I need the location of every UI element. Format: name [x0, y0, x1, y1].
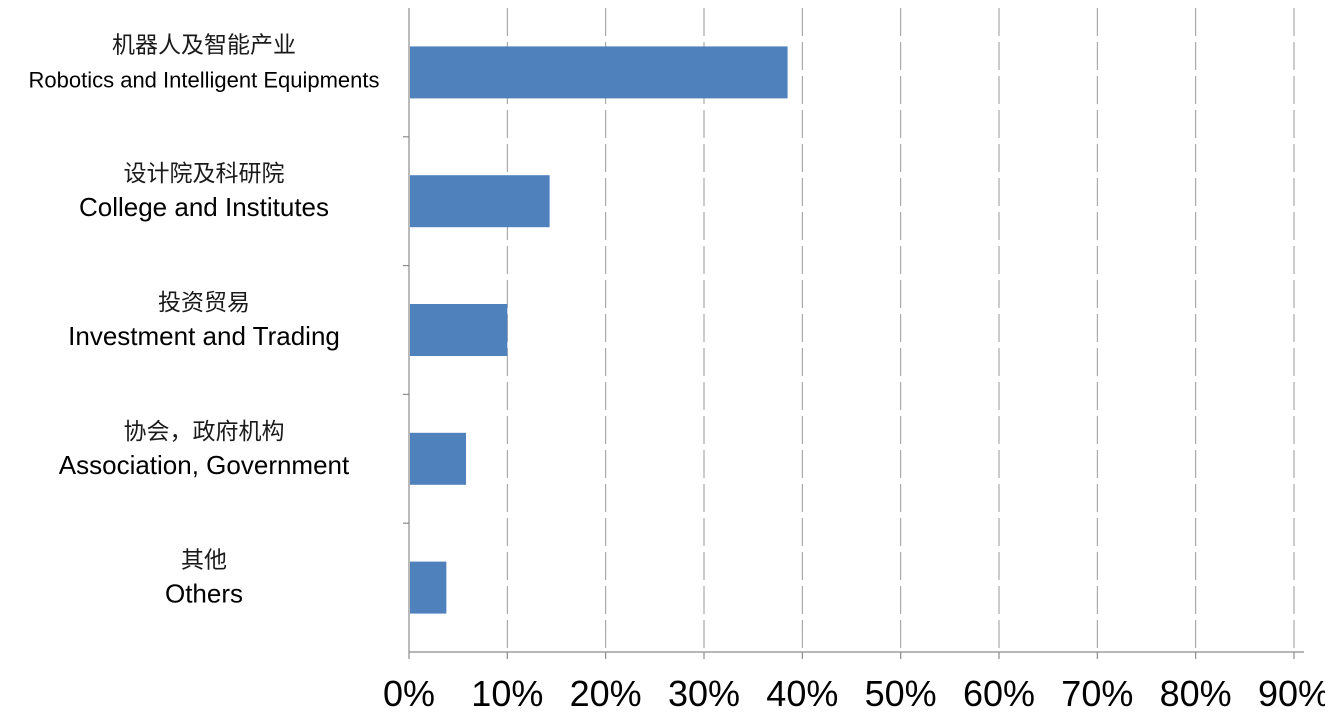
x-tick-labels: 0% 10% 20% 30% 40% 50% 60% 70% 80% 90% — [383, 673, 1325, 713]
category-label-cn: 机器人及智能产业 — [112, 32, 296, 58]
category-label-cn: 协会，政府机构 — [124, 419, 285, 445]
x-tick-label: 40% — [766, 673, 838, 713]
category-label-cn: 投资贸易 — [158, 290, 250, 316]
x-tick-label: 30% — [668, 673, 740, 713]
x-tick-label: 80% — [1160, 673, 1232, 713]
category-label-en: Robotics and Intelligent Equipments — [29, 67, 380, 92]
bar — [410, 561, 447, 614]
category-label-en: College and Institutes — [79, 192, 329, 222]
category-labels: 机器人及智能产业 Robotics and Intelligent Equipme… — [29, 32, 380, 608]
bar — [410, 304, 508, 356]
x-tick-label: 0% — [383, 673, 435, 713]
gridlines — [506, 8, 1295, 652]
bar — [410, 432, 467, 485]
category-label-en: Others — [165, 579, 243, 609]
x-tick-label: 60% — [963, 673, 1035, 713]
category-label-en: Association, Government — [59, 450, 350, 480]
x-tick-label: 50% — [865, 673, 937, 713]
x-tick-label: 90% — [1258, 673, 1325, 713]
x-tick-label: 20% — [570, 673, 642, 713]
category-label-cn: 设计院及科研院 — [124, 161, 285, 187]
category-label-en: Investment and Trading — [68, 321, 340, 351]
x-tick-label: 10% — [471, 673, 543, 713]
x-tick-label: 70% — [1061, 673, 1133, 713]
category-label-cn: 其他 — [181, 548, 227, 574]
axes — [403, 8, 1304, 659]
bar — [410, 46, 788, 99]
bars — [410, 46, 788, 614]
bar — [410, 175, 550, 228]
